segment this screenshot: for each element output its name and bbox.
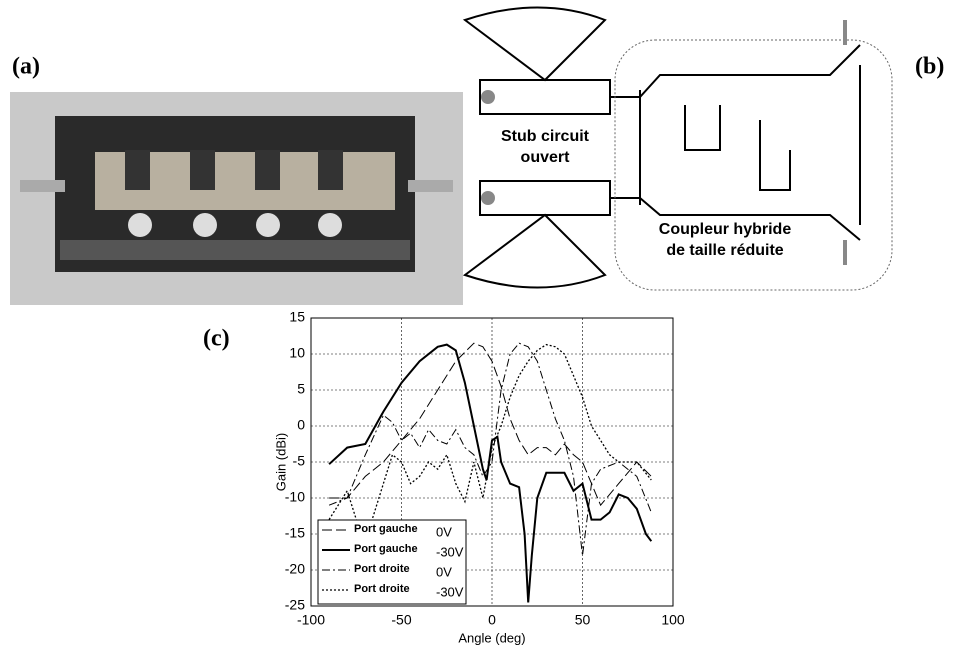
series-line	[328, 343, 652, 544]
diagram-label: Stub circuit	[501, 128, 590, 145]
y-tick-label: -5	[293, 453, 306, 469]
panel-label: (a)	[12, 54, 40, 80]
circuit-diagram	[462, 6, 893, 291]
y-tick-label: 5	[297, 381, 305, 397]
legend-bias: -30V	[436, 584, 464, 599]
panel-label: (c)	[203, 326, 230, 352]
y-tick-label: -20	[285, 561, 305, 577]
diagram-label: Coupleur hybride	[659, 221, 792, 238]
legend-label: Port droite	[354, 583, 410, 595]
x-axis-label: Angle (deg)	[458, 630, 525, 645]
x-tick-label: 100	[661, 612, 685, 628]
x-tick-label: -100	[297, 612, 325, 628]
y-tick-label: 15	[289, 309, 305, 325]
legend-bias: 0V	[436, 564, 452, 579]
legend-bias: -30V	[436, 544, 464, 559]
y-tick-label: -25	[285, 597, 305, 613]
series-line	[328, 343, 653, 603]
series-line	[329, 342, 652, 507]
x-tick-label: 50	[575, 612, 591, 628]
panel-label: (b)	[915, 54, 944, 80]
legend-label: Port gauche	[354, 543, 418, 555]
x-tick-label: 0	[488, 612, 496, 628]
y-tick-label: 10	[289, 345, 305, 361]
photo	[10, 92, 463, 305]
plot-frame	[310, 317, 674, 607]
y-axis-label: Gain (dBi)	[273, 433, 288, 492]
diagram-label: ouvert	[521, 149, 571, 166]
legend-bias: 0V	[436, 524, 452, 539]
y-tick-label: -15	[285, 525, 305, 541]
x-tick-label: -50	[391, 612, 411, 628]
y-tick-label: -10	[285, 489, 305, 505]
y-tick-label: 0	[297, 417, 305, 433]
legend-label: Port gauche	[354, 523, 418, 535]
legend-label: Port droite	[354, 563, 410, 575]
diagram-label: de taille réduite	[666, 242, 783, 259]
